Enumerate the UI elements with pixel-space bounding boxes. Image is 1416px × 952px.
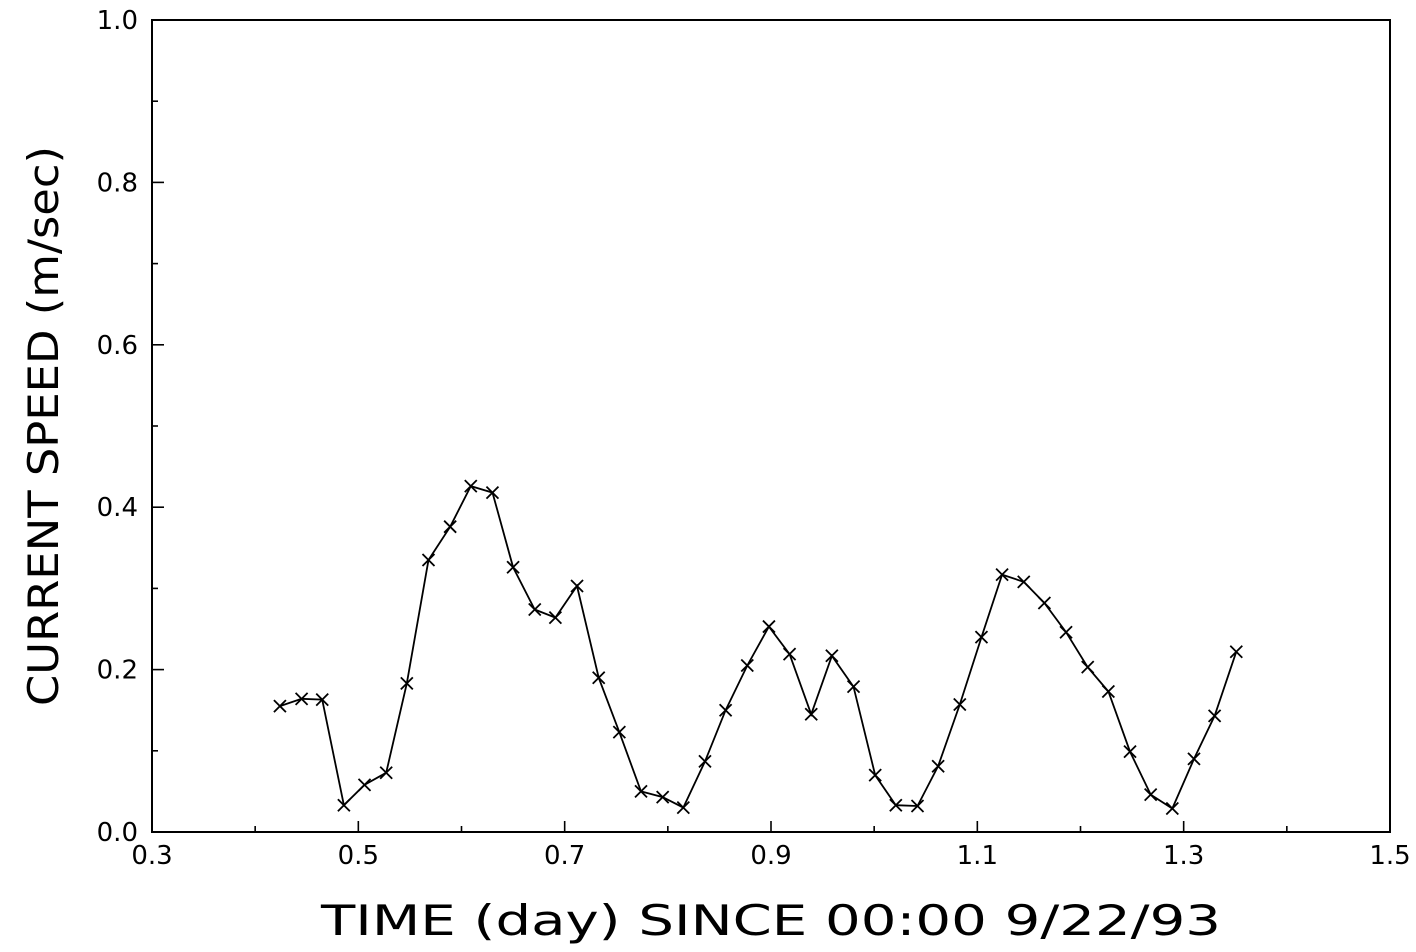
y-tick-label: 0.2 (97, 656, 138, 686)
plot-frame (151, 19, 1391, 833)
data-point-marker (1017, 575, 1031, 589)
data-point-marker (273, 699, 287, 713)
x-tick-label: 1.3 (1163, 841, 1204, 871)
data-point-marker (421, 553, 436, 567)
y-tick-label: 0.0 (97, 818, 138, 848)
data-point-marker (825, 649, 839, 663)
data-point-marker (357, 778, 372, 792)
data-point-marker (592, 671, 606, 685)
data-point-marker (548, 610, 563, 625)
data-point-marker (698, 754, 712, 768)
data-point-marker (1207, 709, 1222, 723)
data-point-marker (1187, 752, 1201, 766)
data-point-marker (634, 784, 648, 799)
y-tick-label: 0.8 (97, 168, 138, 198)
data-point-marker (740, 658, 754, 673)
data-point-marker (315, 693, 329, 707)
data-point-marker (910, 799, 925, 813)
y-axis-ticks: 0.0 0.2 0.4 0.6 0.8 1.0 (97, 6, 164, 848)
data-point-marker (868, 768, 882, 782)
data-point-marker (974, 630, 989, 644)
data-point-marker (931, 759, 945, 773)
data-point-marker (337, 798, 351, 812)
x-tick-label: 0.7 (544, 841, 585, 871)
data-point-marker (676, 801, 690, 815)
data-point-marker (570, 579, 584, 593)
data-point-marker (464, 479, 478, 493)
data-point-marker (1229, 645, 1243, 659)
data-point-marker (1101, 684, 1115, 699)
data-point-marker (1059, 625, 1073, 639)
data-point-marker (804, 707, 818, 721)
data-point-marker (294, 692, 309, 706)
x-tick-label: 0.3 (131, 841, 172, 871)
data-point-marker (953, 697, 967, 712)
data-point-marker (612, 725, 626, 739)
y-tick-label: 1.0 (97, 6, 138, 36)
data-point-marker (995, 567, 1009, 582)
data-point-marker (718, 703, 733, 717)
data-point-marker (528, 602, 542, 617)
data-point-marker (379, 766, 393, 780)
y-tick-label: 0.6 (97, 331, 138, 361)
data-point-marker (1144, 788, 1158, 802)
data-point-marker (889, 798, 903, 812)
data-point-marker (656, 790, 670, 804)
x-axis-ticks: 0.3 0.5 0.7 0.9 1.1 1.3 1.5 (131, 821, 1411, 871)
y-axis-label: CURRENT SPEED (m/sec) (19, 146, 68, 706)
data-point-marker (485, 485, 500, 500)
data-point-marker (1123, 744, 1137, 759)
data-point-marker (846, 680, 861, 694)
x-tick-label: 0.9 (750, 841, 791, 871)
data-point-marker (506, 560, 520, 574)
data-point-marker (443, 520, 457, 534)
data-point-marker (400, 676, 414, 691)
data-point-marker (782, 647, 797, 661)
x-axis-label: TIME (day) SINCE 00:00 9/22/93 (320, 896, 1221, 945)
series-line (279, 485, 1238, 810)
series-current-speed (273, 479, 1243, 816)
data-point-marker (1037, 596, 1052, 610)
data-point-marker (1081, 660, 1095, 674)
data-point-marker (1165, 801, 1179, 816)
x-tick-label: 1.5 (1369, 841, 1410, 871)
data-point-marker (762, 619, 776, 634)
x-tick-label: 0.5 (338, 841, 379, 871)
y-tick-label: 0.4 (97, 493, 138, 523)
x-tick-label: 1.1 (957, 841, 998, 871)
